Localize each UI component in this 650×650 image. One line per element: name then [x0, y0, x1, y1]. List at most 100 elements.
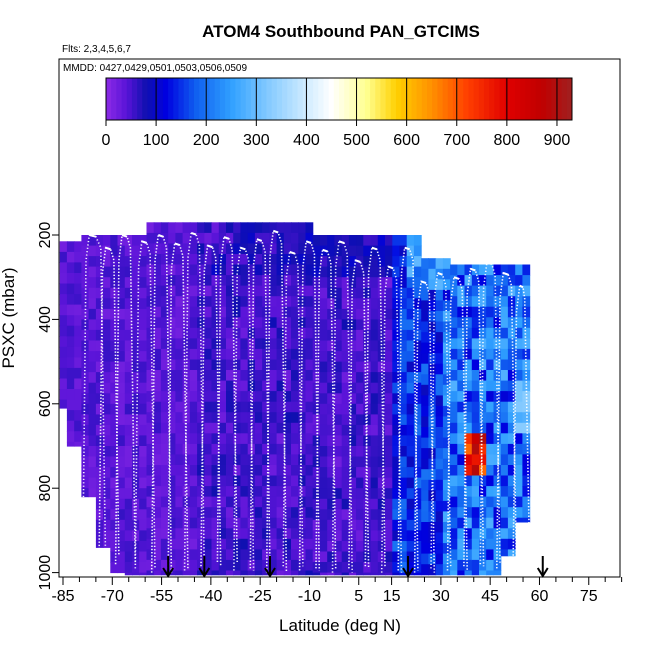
- heatmap-cell: [327, 467, 335, 479]
- heatmap-cell: [406, 541, 415, 553]
- heatmap-cell: [160, 528, 169, 540]
- heatmap-cell: [262, 391, 270, 403]
- heatmap-cell: [305, 517, 314, 529]
- heatmap-cell: [522, 454, 531, 466]
- heatmap-cell: [385, 308, 393, 320]
- heatmap-cell: [507, 443, 516, 455]
- heatmap-cell: [356, 287, 364, 299]
- heatmap-cell: [348, 509, 357, 521]
- heatmap-cell: [413, 245, 422, 257]
- heatmap-cell: [103, 541, 111, 548]
- heatmap-cell: [254, 443, 263, 455]
- colorbar-tick-label: 100: [143, 132, 170, 149]
- heatmap-cell: [457, 570, 466, 576]
- heatmap-cell: [189, 422, 198, 434]
- heatmap-cell: [146, 507, 155, 519]
- heatmap-cell: [363, 572, 372, 576]
- heatmap-cell: [399, 403, 408, 415]
- heatmap-cell: [211, 232, 220, 244]
- heatmap-cell: [413, 446, 422, 458]
- heatmap-cell: [392, 435, 401, 447]
- heatmap-cell: [189, 348, 198, 360]
- heatmap-cell: [370, 414, 379, 426]
- heatmap-cell: [218, 348, 227, 360]
- heatmap-cell: [377, 414, 386, 426]
- heatmap-cell: [124, 551, 133, 563]
- heatmap-cell: [479, 433, 487, 445]
- colorbar-swatch: [489, 78, 495, 120]
- heatmap-cell: [327, 403, 335, 415]
- heatmap-cell: [254, 433, 263, 445]
- heatmap-cell: [421, 374, 429, 386]
- heatmap-cell: [233, 317, 241, 329]
- colorbar-swatch: [225, 78, 231, 120]
- heatmap-cell: [124, 403, 133, 415]
- heatmap-cell: [392, 319, 401, 331]
- heatmap-cell: [356, 277, 364, 289]
- flight-profile-cruise: [157, 234, 164, 238]
- heatmap-cell: [146, 348, 155, 360]
- heatmap-cell: [363, 488, 372, 500]
- heatmap-cell: [320, 509, 328, 521]
- heatmap-cell: [139, 403, 147, 415]
- heatmap-cell: [421, 500, 429, 512]
- heatmap-cell: [341, 562, 350, 574]
- heatmap-cell: [298, 433, 307, 445]
- heatmap-cell: [153, 570, 162, 576]
- heatmap-cell: [110, 477, 119, 489]
- heatmap-cell: [88, 277, 97, 289]
- heatmap-cell: [110, 467, 119, 479]
- heatmap-cell: [139, 488, 147, 500]
- heatmap-cell: [291, 559, 299, 571]
- heatmap-cell: [464, 359, 473, 371]
- heatmap-cell: [435, 490, 444, 502]
- heatmap-cell: [139, 329, 147, 341]
- heatmap-cell: [507, 338, 516, 350]
- heatmap-cell: [435, 543, 444, 555]
- heatmap-cell: [153, 275, 162, 287]
- heatmap-cell: [406, 361, 415, 373]
- colorbar-swatch: [328, 78, 335, 120]
- heatmap-cell: [413, 572, 422, 576]
- heatmap-cell: [298, 549, 307, 561]
- heatmap-cell: [74, 346, 82, 358]
- heatmap-cell: [428, 311, 437, 323]
- heatmap-cell: [471, 475, 480, 487]
- heatmap-cell: [117, 329, 126, 341]
- heatmap-cell: [226, 486, 234, 498]
- heatmap-cell: [132, 319, 140, 331]
- heatmap-cell: [493, 454, 502, 466]
- heatmap-cell: [81, 414, 90, 426]
- heatmap-cell: [515, 264, 523, 276]
- heatmap-cell: [197, 222, 205, 234]
- heatmap-cell: [392, 235, 401, 247]
- heatmap-cell: [413, 456, 422, 468]
- heatmap-cell: [320, 424, 328, 436]
- heatmap-cell: [153, 254, 162, 266]
- sounding-arrow: [198, 556, 211, 578]
- heatmap-cell: [74, 262, 82, 274]
- heatmap-cell: [385, 403, 393, 415]
- heatmap-cell: [428, 289, 437, 301]
- heatmap-cell: [298, 507, 307, 519]
- colorbar-swatch: [240, 78, 247, 120]
- heatmap-cell: [160, 412, 169, 424]
- plot-frame: [58, 58, 621, 578]
- heatmap-cell: [59, 273, 68, 285]
- heatmap-cell: [507, 496, 516, 508]
- heatmap-cell: [385, 287, 393, 299]
- y-tick-label: 600: [37, 390, 54, 417]
- heatmap-cell: [240, 285, 249, 297]
- heatmap-cell: [471, 338, 480, 350]
- heatmap-cell: [247, 570, 256, 576]
- colorbar-swatch: [142, 78, 148, 120]
- heatmap-cell: [486, 549, 494, 561]
- heatmap-cell: [312, 509, 321, 521]
- heatmap-cell: [211, 454, 220, 466]
- heatmap-cell: [132, 382, 140, 394]
- heatmap-cell: [168, 422, 176, 434]
- colorbar-swatch: [416, 78, 423, 120]
- heatmap-cell: [312, 372, 321, 384]
- heatmap-cell: [240, 359, 249, 371]
- heatmap-cell: [320, 340, 328, 352]
